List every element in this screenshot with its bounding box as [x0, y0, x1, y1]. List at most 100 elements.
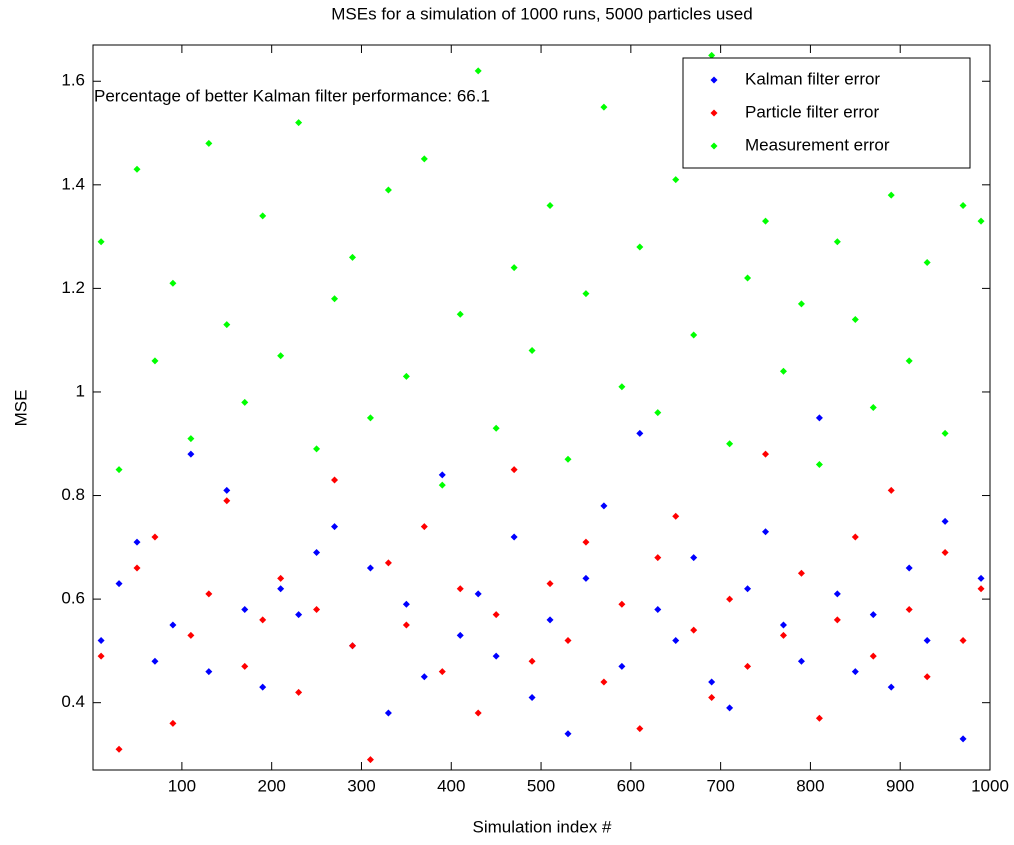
point [779, 367, 787, 375]
point [797, 657, 805, 665]
point [762, 528, 770, 536]
point [295, 611, 303, 619]
point [492, 424, 500, 432]
point [546, 580, 554, 588]
point [726, 440, 734, 448]
point [205, 590, 213, 598]
point [348, 642, 356, 650]
legend-marker [710, 76, 718, 84]
point [600, 502, 608, 510]
point [618, 383, 626, 391]
point [600, 678, 608, 686]
point [977, 574, 985, 582]
point [690, 626, 698, 634]
point [564, 455, 572, 463]
point [420, 155, 428, 163]
point [474, 709, 482, 717]
point [941, 517, 949, 525]
point [331, 523, 339, 531]
point [833, 590, 841, 598]
point [402, 621, 410, 629]
point [600, 103, 608, 111]
point [348, 253, 356, 261]
point [726, 704, 734, 712]
y-tick-label: 1.2 [61, 278, 85, 297]
point [313, 605, 321, 613]
point [474, 67, 482, 75]
legend-label: Particle filter error [745, 102, 879, 121]
y-tick-label: 0.6 [61, 589, 85, 608]
x-tick-label: 900 [886, 776, 914, 795]
point [923, 637, 931, 645]
point [636, 725, 644, 733]
point [313, 549, 321, 556]
x-tick-label: 100 [168, 776, 196, 795]
point [851, 315, 859, 323]
point [726, 595, 734, 603]
point [366, 564, 374, 572]
point [205, 139, 213, 147]
point [887, 191, 895, 199]
point [331, 476, 339, 484]
point [187, 631, 195, 639]
legend-box [682, 57, 971, 169]
point [510, 466, 518, 474]
point [277, 352, 285, 360]
point [869, 404, 877, 411]
point [115, 466, 123, 474]
point [923, 673, 931, 681]
point [905, 357, 913, 365]
point [654, 605, 662, 613]
x-tick-label: 300 [347, 776, 375, 795]
point [474, 590, 482, 598]
point [241, 662, 249, 670]
y-tick-label: 0.8 [61, 485, 85, 504]
x-axis-label: Simulation index # [473, 817, 612, 836]
point [169, 279, 177, 287]
point [815, 460, 823, 468]
y-tick-label: 1.6 [61, 71, 85, 90]
point [151, 357, 159, 365]
legend-marker [710, 109, 718, 117]
point [510, 533, 518, 541]
point [438, 668, 446, 676]
point [797, 300, 805, 308]
point [708, 678, 716, 686]
legend: Kalman filter error Particle filter error… [682, 57, 971, 169]
point [420, 523, 428, 531]
point [672, 512, 680, 520]
y-axis-label: MSE [11, 390, 30, 427]
point [815, 714, 823, 722]
point [528, 694, 536, 701]
point [438, 481, 446, 489]
point [313, 445, 321, 453]
x-tick-label: 600 [617, 776, 645, 795]
point [151, 533, 159, 541]
point [366, 756, 374, 764]
point [492, 611, 500, 619]
point [223, 486, 231, 494]
point [402, 372, 410, 380]
legend-marker [710, 142, 718, 150]
point [366, 414, 374, 422]
x-tick-label: 1000 [971, 776, 1009, 795]
point [115, 580, 123, 588]
point [259, 212, 267, 220]
point [295, 688, 303, 696]
point [133, 538, 141, 546]
point [223, 497, 231, 505]
point [977, 217, 985, 225]
point [528, 347, 536, 355]
point [510, 264, 518, 272]
point [151, 657, 159, 665]
point [259, 616, 267, 624]
point [887, 486, 895, 494]
point [887, 683, 895, 691]
point [492, 652, 500, 660]
point [654, 409, 662, 417]
point [241, 605, 249, 613]
point [564, 730, 572, 738]
point [582, 574, 590, 582]
point [456, 631, 464, 639]
